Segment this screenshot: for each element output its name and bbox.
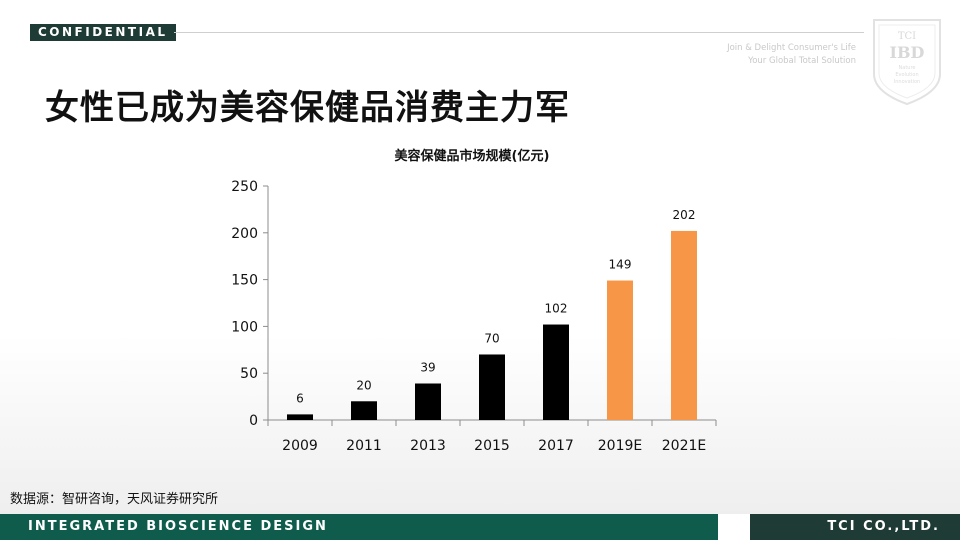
footer-company-bar: TCI CO.,LTD. xyxy=(750,514,960,540)
footer-separator xyxy=(718,514,750,540)
logo-sub-text-2: Evolution xyxy=(895,72,918,78)
y-tick-label: 50 xyxy=(240,366,258,382)
y-tick-label: 150 xyxy=(231,273,258,289)
bar-2017 xyxy=(543,324,569,420)
x-tick-label: 2019E xyxy=(598,438,642,454)
x-tick-label: 2021E xyxy=(662,438,706,454)
x-tick-label: 2013 xyxy=(410,438,446,454)
logo-sub-text-3: Innovation xyxy=(894,79,920,85)
tagline: Join & Delight Consumer's Life Your Glob… xyxy=(727,42,856,68)
logo-top-text: TCI xyxy=(898,31,916,42)
bar-value-label: 202 xyxy=(673,208,696,222)
x-tick-label: 2009 xyxy=(282,438,318,454)
bar-value-label: 6 xyxy=(296,391,304,405)
header-divider xyxy=(174,32,864,33)
tagline-line-2: Your Global Total Solution xyxy=(748,56,856,66)
bar-2015 xyxy=(479,354,505,420)
chart-title: 美容保健品市场规模(亿元) xyxy=(395,148,550,164)
bar-2011 xyxy=(351,401,377,420)
bar-2013 xyxy=(415,383,441,420)
logo-sub-text-1: Nature xyxy=(899,65,916,71)
data-source-note: 数据源：智研咨询，天风证券研究所 xyxy=(10,492,219,507)
x-tick-label: 2017 xyxy=(538,438,574,454)
bar-value-label: 20 xyxy=(356,378,371,392)
bar-2019e xyxy=(607,280,633,420)
bar-value-label: 39 xyxy=(420,360,435,374)
logo-main-text: IBD xyxy=(890,43,925,62)
tagline-line-1: Join & Delight Consumer's Life xyxy=(727,43,856,53)
y-tick-label: 100 xyxy=(231,319,258,335)
footer-brand-bar: INTEGRATED BIOSCIENCE DESIGN xyxy=(0,514,718,540)
confidential-badge: CONFIDENTIAL xyxy=(30,24,176,41)
y-tick-label: 200 xyxy=(231,226,258,242)
x-tick-label: 2011 xyxy=(346,438,382,454)
footer-brand-text: INTEGRATED BIOSCIENCE DESIGN xyxy=(28,519,328,534)
footer-company-text: TCI CO.,LTD. xyxy=(827,519,940,534)
bar-value-label: 149 xyxy=(609,258,632,272)
tci-ibd-shield-logo: TCI IBD Nature Evolution Innovation xyxy=(873,19,941,106)
bar-value-label: 102 xyxy=(545,302,568,316)
y-tick-label: 0 xyxy=(249,413,258,429)
slide-title: 女性已成为美容保健品消费主力军 xyxy=(45,88,570,128)
y-tick-label: 250 xyxy=(231,179,258,195)
bar-value-label: 70 xyxy=(484,331,499,345)
x-tick-label: 2015 xyxy=(474,438,510,454)
bar-2021e xyxy=(671,230,697,420)
bar-2009 xyxy=(287,414,313,420)
